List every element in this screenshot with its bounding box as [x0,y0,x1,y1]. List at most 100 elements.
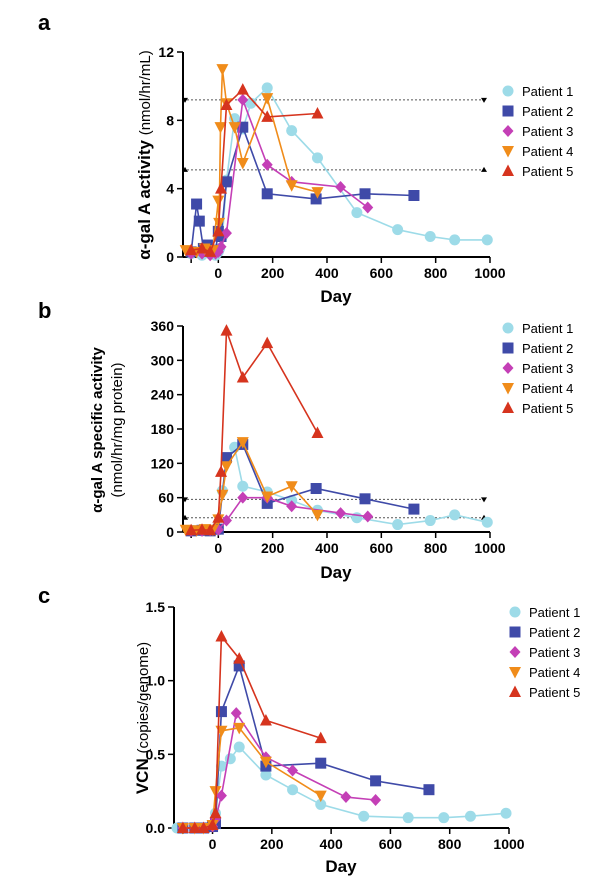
series-line [191,330,319,532]
legend-marker [502,164,514,176]
legend-label: Patient 5 [529,685,580,700]
data-point [287,784,299,796]
legend-marker [502,85,514,97]
y-tick-label: 0 [166,524,174,540]
y-axis-title: α-gal A specific activity [89,347,106,513]
data-point [261,491,274,504]
data-point [358,810,370,822]
x-tick-label: 800 [438,836,462,852]
legend-label: Patient 3 [522,124,573,139]
data-point [261,93,274,105]
legend-marker [502,342,514,354]
legend: Patient 1 Patient 2 Patient 3 Patient 4 Pati… [502,84,573,179]
data-point [285,180,298,192]
legend-marker [502,125,514,137]
x-tick-label: 600 [370,265,394,281]
legend: Patient 1 Patient 2 Patient 3 Patient 4 Pati… [509,605,580,700]
legend-label: Patient 3 [529,645,580,660]
data-point [196,241,209,254]
data-point [237,121,249,133]
data-point [220,452,232,464]
y-axis-title: α-gal A activity (nmol/hr/mL) [135,50,154,259]
data-point [335,180,347,193]
data-point [237,491,249,504]
panel-c: c 0.0 0.5 1.0 1.5 0 200 400 600 800 1000 Day VCN (co… [38,583,580,876]
x-axis-title: Day [325,857,357,876]
y-tick-label: 300 [151,352,175,368]
legend-label: Patient 3 [522,361,573,376]
data-point [261,336,274,349]
data-point [212,195,225,208]
data-point [311,107,324,119]
data-point [233,722,246,735]
legend-marker [502,105,514,117]
y-tick-label: 8 [166,112,174,128]
data-point [206,818,219,831]
y-tick-label: 0 [166,249,174,265]
series-patient-5 [185,324,324,536]
x-tick-label: 200 [261,265,285,281]
series-line [191,86,488,257]
legend-label: Patient 1 [522,84,573,99]
data-point [311,509,324,522]
y-tick-label: 0.5 [146,746,166,762]
data-point [340,791,352,804]
data-point [220,324,233,336]
data-point [315,798,327,810]
legend-marker [509,646,521,658]
data-point [236,437,249,449]
series-patient-4 [176,722,327,835]
data-point [424,515,436,527]
y-tick-label: 120 [151,455,175,471]
x-tick-label: 600 [379,836,403,852]
data-point [224,753,236,765]
data-point [362,201,374,214]
data-point [370,775,382,787]
legend-label: Patient 2 [522,104,573,119]
data-point [259,756,272,769]
data-point [220,514,232,527]
legend-marker [502,322,514,334]
data-point [500,807,512,819]
data-point [335,507,347,520]
legend-marker [502,383,514,395]
x-tick-label: 800 [424,540,448,556]
reference-marker [481,97,487,103]
data-point [193,215,205,227]
legend-label: Patient 5 [522,401,573,416]
data-point [220,98,233,110]
legend-marker [509,606,521,618]
y-tick-label: 0.0 [146,820,166,836]
data-point [310,193,322,205]
data-point [287,764,299,777]
data-point [286,500,298,513]
data-point [216,489,229,502]
data-point [423,784,435,796]
data-point [261,188,273,200]
data-point [408,503,420,515]
data-point [449,509,461,521]
data-point [196,523,209,535]
data-point [236,83,249,95]
series-line [191,88,318,253]
data-point [351,207,363,219]
x-tick-label: 0 [214,540,222,556]
data-point [402,812,414,824]
legend-label: Patient 1 [522,321,573,336]
panel-letter: a [38,10,51,35]
x-tick-label: 800 [424,265,448,281]
data-point [314,790,327,803]
y-axis-title: VCN (copies/genome) [133,642,152,794]
panel-b: b 0 60 120 180 240 300 360 0 200 400 600 800 1000 Day α… [38,298,573,582]
data-point [351,512,363,524]
data-point [230,707,242,720]
legend-label: Patient 5 [522,164,573,179]
x-tick-label: 1000 [493,836,524,852]
x-tick-label: 0 [209,836,217,852]
data-point [392,224,404,236]
reference-marker [481,497,487,503]
series-patient-4 [179,437,324,537]
data-point [438,812,450,824]
y-tick-label: 60 [158,490,174,506]
x-tick-label: 200 [261,540,285,556]
